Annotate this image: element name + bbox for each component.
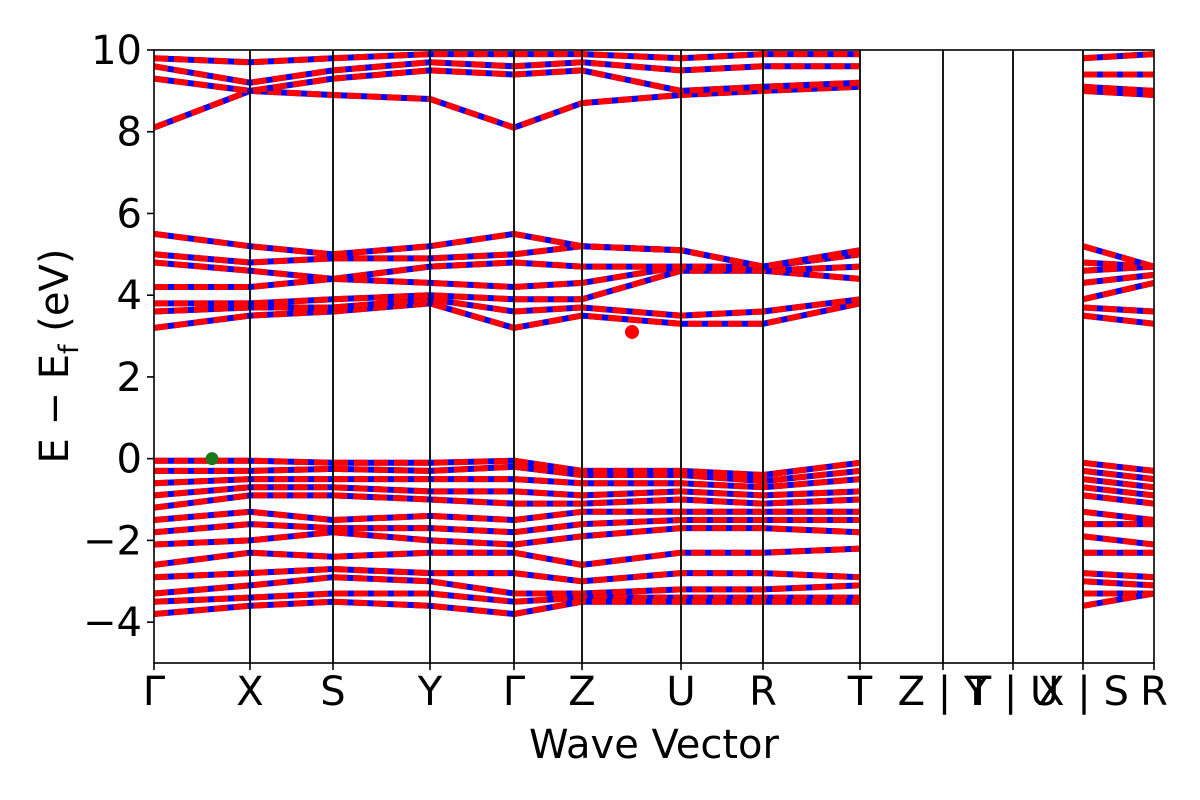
y-axis-title: E − Ef (eV) [32,249,85,464]
y-tick-label: −2 [83,518,142,564]
band-valence-19-spin-up [154,545,1154,568]
y-tick-label: 8 [117,110,142,156]
y-tick-label: 4 [117,273,142,319]
x-tick-label: U [666,669,695,715]
x-tick-label: Γ [143,669,166,715]
y-axis-title-subscript: f [54,343,85,354]
x-tick-label: X | S [1037,669,1129,715]
x-tick-label: S [320,669,345,715]
x-tick-label: Y [417,669,443,715]
kpath-dividers [249,50,1084,663]
band-edge-markers [205,324,639,466]
plot-frame [153,49,1155,664]
band-lines [154,51,1154,617]
vbm-marker [205,452,219,466]
band-conduction_upper-0-spin-down [154,83,1154,131]
y-tick-label: 6 [117,191,142,237]
y-axis-ticks: −4 −2 0 2 4 6 8 10 [83,28,154,646]
y-tick-label: 10 [91,28,142,74]
y-tick-label: 2 [117,355,142,401]
x-tick-label: Γ [503,669,526,715]
band-valence-15-spin-up [154,492,1154,511]
y-axis-title-unit: (eV) [32,249,78,345]
x-tick-label: T | U [966,669,1060,715]
band-conduction_upper-2-spin-up [154,59,1154,86]
x-tick-label: Z | Y [898,669,989,715]
y-tick-label: −4 [83,600,142,646]
y-axis-title-main: E − E [32,354,78,464]
y-tick-label: 0 [117,437,142,483]
band-conduction_upper-3-spin-up [154,51,1154,66]
x-tick-label: X [236,669,263,715]
x-tick-label: R [749,669,777,715]
x-axis-title: Wave Vector [529,722,780,768]
x-tick-label: T [847,669,873,715]
x-tick-label: R [1140,669,1168,715]
x-tick-label: Z [568,669,595,715]
band-valence-18-spin-up [154,525,1154,548]
band-valence-21-spin-up [154,574,1154,597]
cbm-marker [625,324,639,339]
